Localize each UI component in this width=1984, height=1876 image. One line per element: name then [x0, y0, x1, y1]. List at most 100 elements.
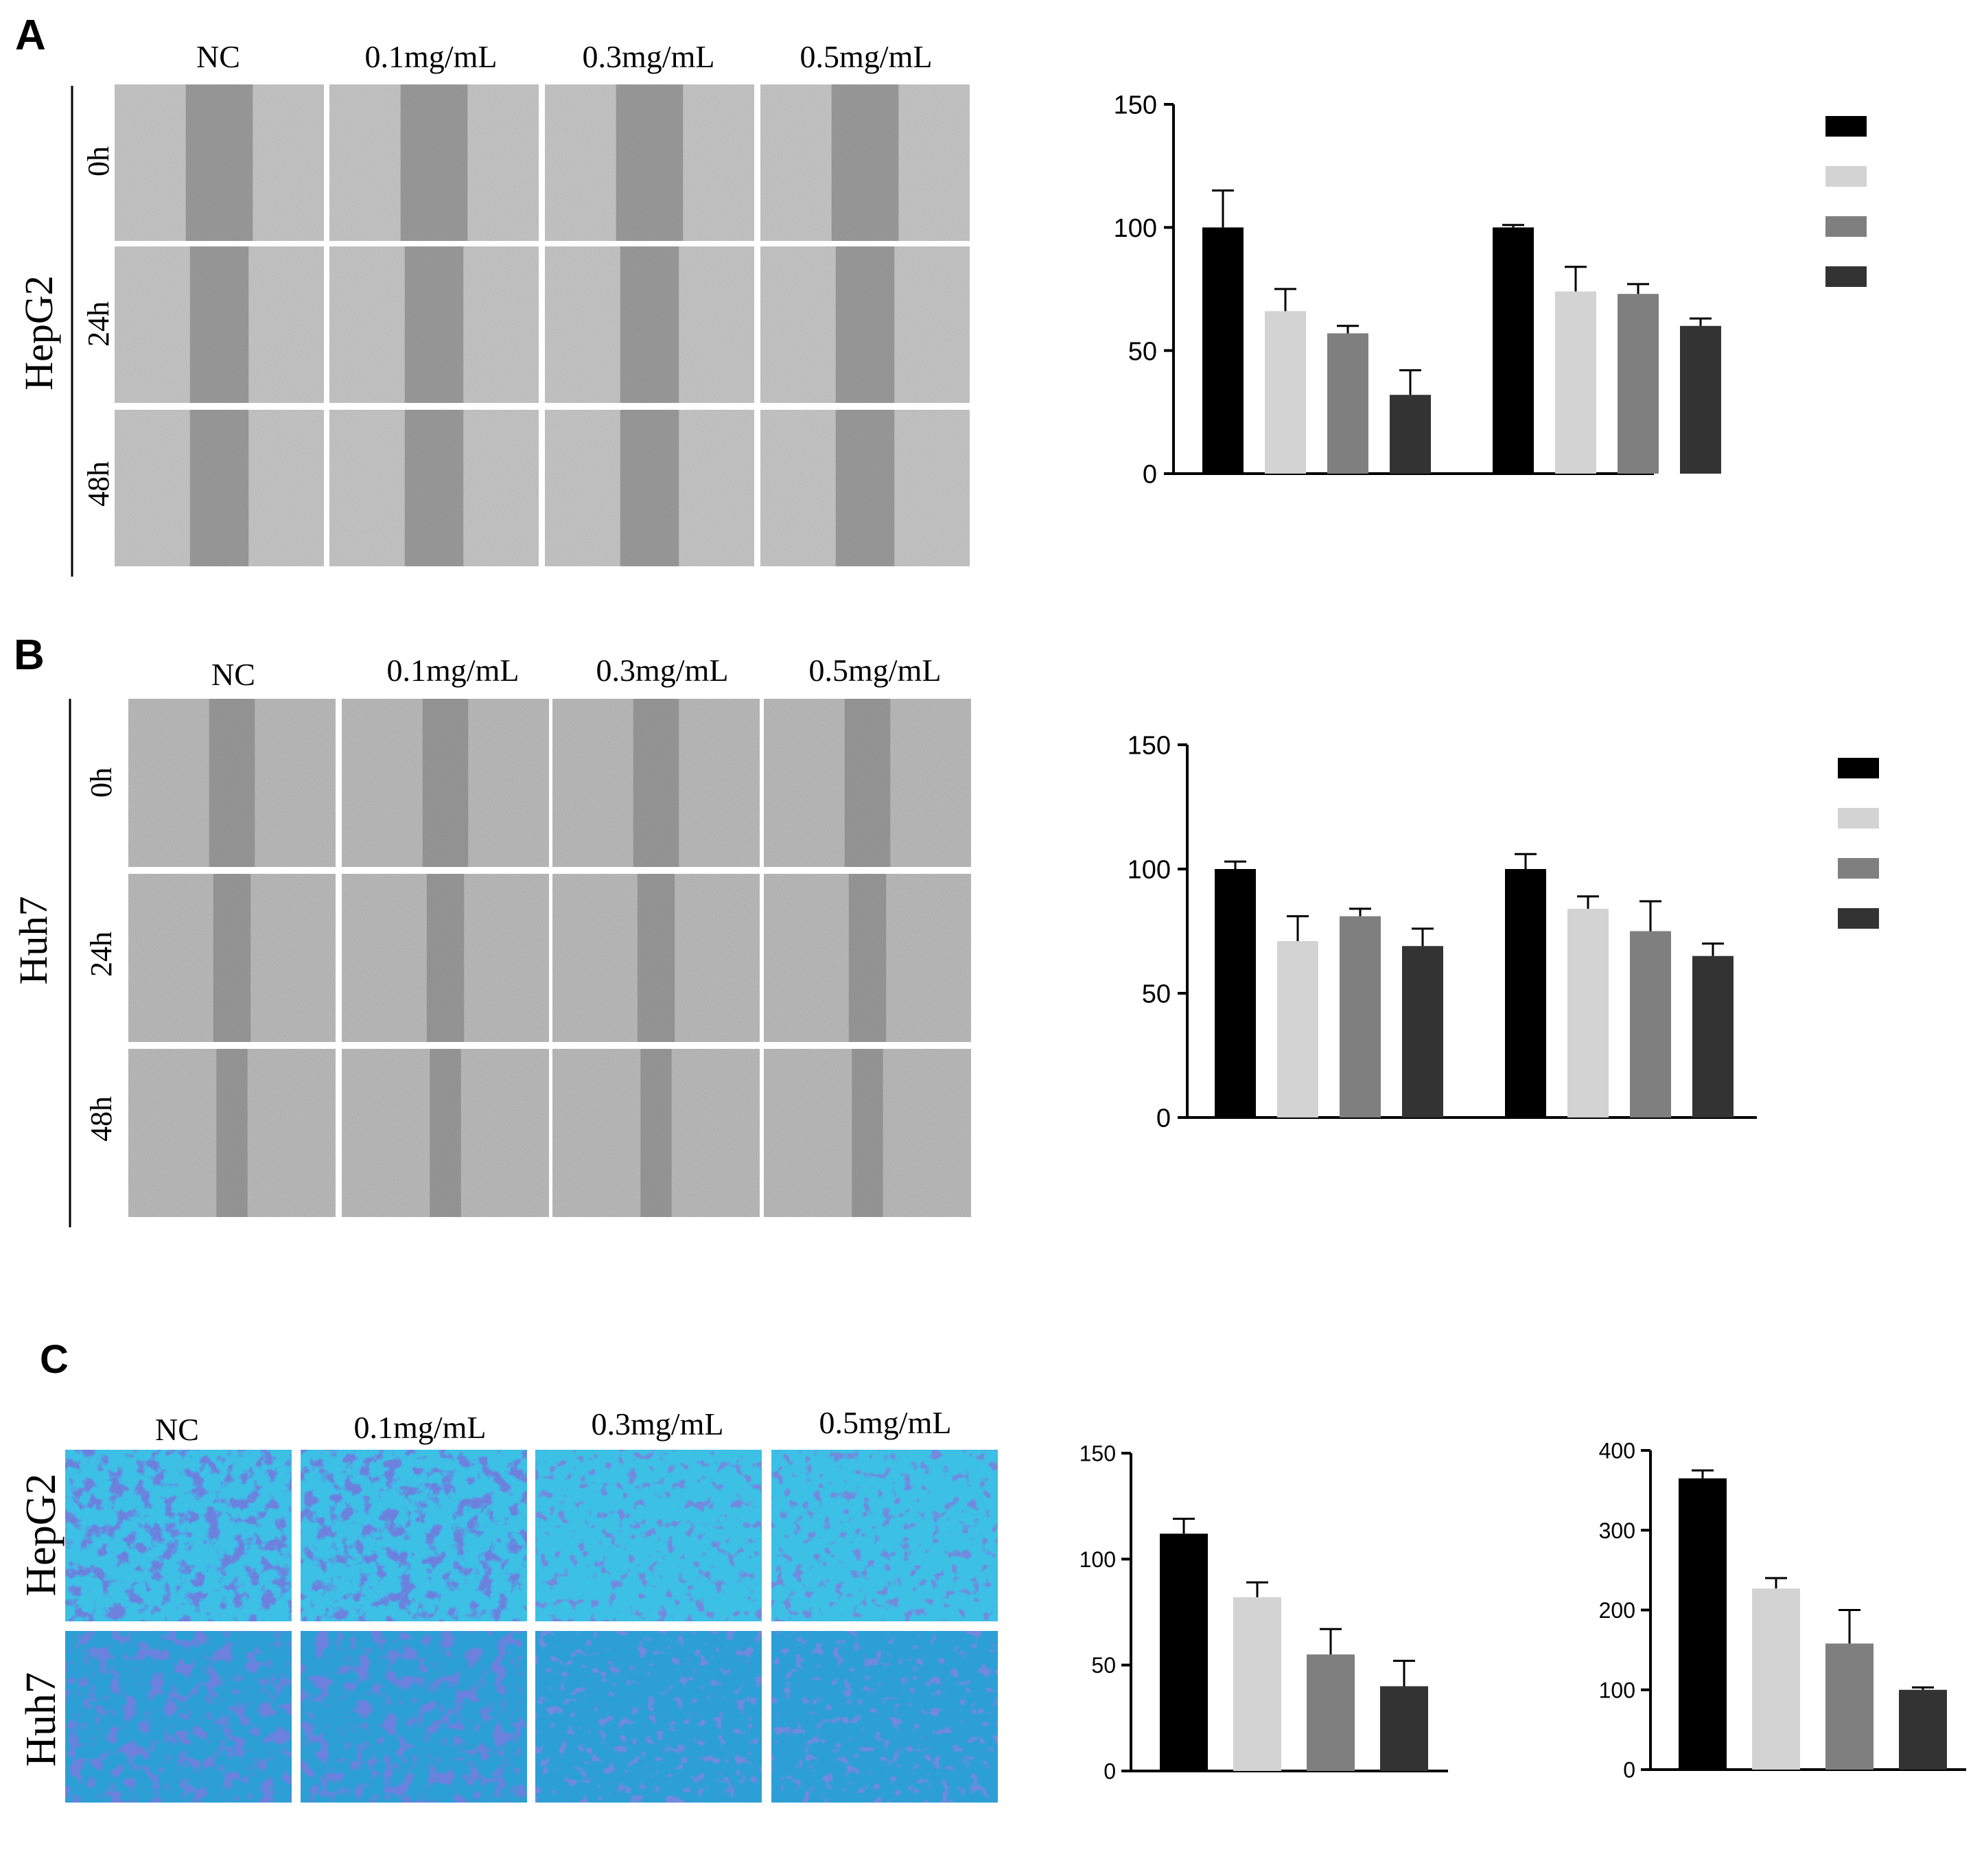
micrograph-48h-0-5mg-ml	[760, 410, 970, 566]
transwell-image-huh7-nc	[65, 1631, 292, 1803]
col-label-0-1: 0.1mg/mL	[365, 39, 498, 74]
stained-cells	[65, 1450, 292, 1621]
micrograph-0h-nc	[128, 699, 336, 867]
micrograph-0h-0-5mg-ml	[760, 84, 970, 241]
cell-texture	[115, 246, 324, 403]
transwell-image-huh7-0-5mg-ml	[771, 1631, 998, 1803]
y-tick-label: 300	[1599, 1518, 1635, 1543]
bar-0-3	[1825, 1643, 1874, 1770]
col-label-nc: NC	[155, 1412, 199, 1447]
legend-swatch-nc	[1838, 758, 1879, 778]
bar-group-48h	[1505, 853, 1734, 1118]
y-tick-label: 200	[1599, 1598, 1635, 1623]
row-label-huh7: Huh7	[18, 1672, 65, 1767]
bar-0-5	[1402, 946, 1443, 1118]
cell-texture	[329, 410, 539, 566]
bar-0-3	[1618, 294, 1659, 474]
micrograph-0h-0-5mg-ml	[764, 699, 971, 867]
cell-texture	[545, 246, 754, 403]
bar-group-24h	[1202, 189, 1431, 474]
cell-texture	[552, 874, 760, 1042]
bar-nc	[1160, 1533, 1208, 1771]
micrograph-48h-0-1mg-ml	[329, 410, 539, 566]
col-label-nc: NC	[196, 39, 240, 74]
row-label-24h: 24h	[84, 931, 118, 977]
transwell-image-huh7-0-3mg-ml	[535, 1631, 762, 1803]
cell-texture	[764, 699, 971, 867]
bar-0-1	[1752, 1588, 1800, 1770]
col-label-0-3: 0.3mg/mL	[592, 1406, 724, 1441]
micrograph-24h-0-5mg-ml	[760, 246, 970, 403]
scratch-gap-overlay	[216, 1049, 248, 1217]
panel-c: C NC 0.1mg/mL 0.3mg/mL 0.5mg/mL HepG2 Hu…	[18, 1337, 998, 1803]
legend-swatch-0-3	[1825, 216, 1867, 237]
bar-nc	[1505, 869, 1546, 1118]
scratch-gap-overlay	[430, 1049, 461, 1217]
col-label-0-5: 0.5mg/mL	[809, 653, 942, 688]
scratch-gap-overlay	[422, 699, 469, 867]
micrograph-48h-0-3mg-ml	[545, 410, 754, 566]
y-tick-label: 400	[1599, 1439, 1635, 1463]
scratch-gap-overlay	[404, 410, 464, 566]
micrograph-24h-0-5mg-ml	[764, 874, 971, 1042]
micrograph-48h-0-3mg-ml	[552, 1049, 760, 1217]
y-tick-label: 0	[1156, 1104, 1171, 1133]
cell-texture	[760, 410, 970, 566]
bar-nc	[1215, 869, 1256, 1118]
row-label-hepg2: HepG2	[18, 1473, 65, 1596]
col-label-0-5: 0.5mg/mL	[819, 1405, 952, 1440]
charts: 0 50 100 150 0 50 100 150 0 50 100 150 0 100 200 300 400	[1079, 91, 1966, 1784]
scratch-gap-overlay	[189, 410, 249, 566]
bar-0-3	[1630, 931, 1671, 1118]
micrograph-0h-0-1mg-ml	[342, 699, 549, 867]
bar-nc	[1202, 227, 1244, 474]
y-tick-label: 150	[1079, 1441, 1116, 1466]
stained-cells	[301, 1631, 527, 1803]
bar-0-5	[1680, 325, 1721, 474]
panel-letter-c: C	[40, 1337, 69, 1382]
y-tick-label: 0	[1623, 1758, 1635, 1783]
panel-b: B NC 0.1mg/mL 0.3mg/mL 0.5mg/mL Huh7 0h …	[11, 632, 971, 1227]
chart-c2: 0 100 200 300 400	[1599, 1439, 1966, 1783]
legend	[1838, 758, 1879, 929]
panel-letter-b: B	[14, 632, 45, 679]
bar-0-3	[1340, 916, 1381, 1118]
cell-texture	[128, 1049, 336, 1217]
cell-texture	[128, 699, 336, 867]
cell-texture	[115, 84, 324, 241]
cell-texture	[764, 1049, 971, 1217]
scratch-gap-overlay	[633, 699, 679, 867]
micrograph-24h-nc	[115, 246, 324, 403]
cell-texture	[128, 874, 336, 1042]
scratch-gap-overlay	[848, 874, 887, 1042]
bar-0-1	[1567, 908, 1609, 1118]
row-label-24h: 24h	[82, 301, 115, 347]
scratch-gap-overlay	[404, 246, 464, 403]
col-label-0-5: 0.5mg/mL	[800, 39, 933, 74]
scratch-gap-overlay	[844, 699, 891, 867]
row-label-48h: 48h	[84, 1096, 118, 1142]
stained-cells	[771, 1631, 998, 1803]
scratch-gap-overlay	[616, 84, 684, 241]
y-tick-label: 50	[1091, 1653, 1116, 1678]
chart-c1: 0 50 100 150	[1079, 1441, 1448, 1784]
transwell-image-hepg2-nc	[65, 1450, 292, 1621]
cell-texture	[342, 699, 549, 867]
row-label-0h: 0h	[82, 146, 115, 176]
bar-0-1	[1265, 311, 1306, 474]
scratch-gap-overlay	[400, 84, 468, 241]
micrograph-24h-nc	[128, 874, 336, 1042]
scratch-gap-overlay	[209, 699, 255, 867]
micrograph-48h-0-5mg-ml	[764, 1049, 971, 1217]
panel-letter-a: A	[15, 12, 46, 59]
bar-0-5	[1899, 1689, 1947, 1770]
cell-texture	[342, 1049, 549, 1217]
y-tick-label: 100	[1079, 1547, 1116, 1572]
micrograph-grid	[115, 84, 970, 566]
y-tick-label: 0	[1104, 1759, 1116, 1784]
cell-texture	[545, 410, 754, 566]
cell-texture	[764, 874, 971, 1042]
cell-texture	[552, 1049, 760, 1217]
bar-0-3	[1307, 1654, 1355, 1771]
scratch-gap-overlay	[426, 874, 465, 1042]
